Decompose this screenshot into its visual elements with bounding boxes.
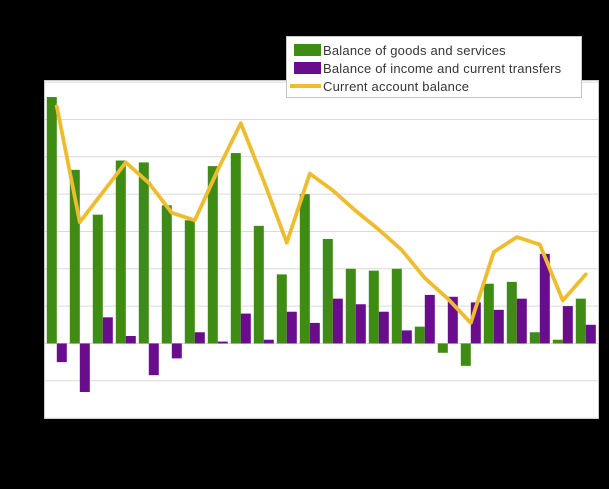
bar-goods-and-services bbox=[253, 225, 264, 344]
legend-label-goods: Balance of goods and services bbox=[323, 42, 506, 58]
bar-goods-and-services bbox=[368, 270, 379, 344]
bar-goods-and-services bbox=[345, 268, 356, 344]
legend-label-current-account: Current account balance bbox=[323, 78, 470, 94]
bar-goods-and-services bbox=[138, 162, 149, 344]
bar-goods-and-services bbox=[506, 281, 517, 344]
bar-income-and-transfers bbox=[401, 330, 412, 344]
bar-income-and-transfers bbox=[56, 343, 67, 363]
bar-goods-and-services bbox=[529, 332, 540, 344]
bar-income-and-transfers bbox=[539, 253, 550, 344]
bar-income-and-transfers bbox=[332, 298, 343, 344]
bar-income-and-transfers bbox=[79, 343, 90, 392]
legend-label-income: Balance of income and current transfers bbox=[323, 60, 562, 76]
bar-goods-and-services bbox=[391, 268, 402, 344]
bar-goods-and-services bbox=[69, 169, 80, 344]
bar-income-and-transfers bbox=[217, 341, 228, 344]
bar-goods-and-services bbox=[414, 326, 425, 344]
current-account-line bbox=[54, 104, 588, 325]
bar-income-and-transfers bbox=[125, 335, 136, 344]
bar-income-and-transfers bbox=[378, 311, 389, 344]
bar-goods-and-services bbox=[299, 194, 310, 344]
bar-income-and-transfers bbox=[562, 306, 573, 344]
bar-income-and-transfers bbox=[286, 311, 297, 344]
bar-goods-and-services bbox=[460, 343, 471, 366]
bar-income-and-transfers bbox=[148, 343, 159, 376]
bar-goods-and-services bbox=[276, 274, 287, 344]
bar-income-and-transfers bbox=[102, 317, 113, 344]
bar-income-and-transfers bbox=[240, 313, 251, 344]
bar-income-and-transfers bbox=[171, 343, 182, 359]
plot-area bbox=[44, 80, 599, 419]
bar-income-and-transfers bbox=[585, 324, 596, 344]
bar-income-and-transfers bbox=[516, 298, 527, 344]
legend-item-income-and-transfers: Balance of income and current transfers bbox=[294, 59, 581, 77]
bar-goods-and-services bbox=[575, 298, 586, 344]
bar-goods-and-services bbox=[552, 339, 563, 344]
legend-swatch-goods-icon bbox=[294, 44, 321, 56]
bar-income-and-transfers bbox=[355, 304, 366, 344]
legend-swatch-current-account-icon bbox=[290, 84, 321, 88]
bar-goods-and-services bbox=[92, 214, 103, 344]
legend-swatch-income-icon bbox=[294, 62, 321, 74]
bar-income-and-transfers bbox=[447, 296, 458, 344]
bar-goods-and-services bbox=[437, 343, 448, 353]
bar-goods-and-services bbox=[483, 283, 494, 344]
bar-income-and-transfers bbox=[493, 309, 504, 344]
bar-goods-and-services bbox=[230, 153, 241, 344]
bar-income-and-transfers bbox=[194, 332, 205, 344]
bar-goods-and-services bbox=[161, 205, 172, 344]
bar-goods-and-services bbox=[115, 160, 126, 344]
legend-item-goods-and-services: Balance of goods and services bbox=[294, 41, 581, 59]
bar-goods-and-services bbox=[207, 166, 218, 344]
bar-goods-and-services bbox=[322, 238, 333, 344]
bar-income-and-transfers bbox=[470, 302, 481, 344]
chart-legend: Balance of goods and services Balance of… bbox=[286, 36, 582, 98]
bar-goods-and-services bbox=[184, 220, 195, 344]
bar-income-and-transfers bbox=[263, 339, 274, 344]
legend-item-current-account: Current account balance bbox=[290, 77, 581, 95]
bar-goods-and-services bbox=[46, 97, 57, 344]
bar-income-and-transfers bbox=[424, 294, 435, 344]
bar-income-and-transfers bbox=[309, 322, 320, 344]
